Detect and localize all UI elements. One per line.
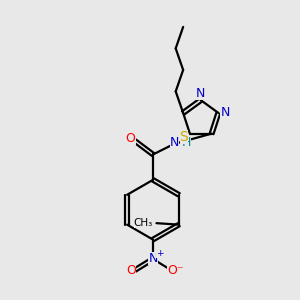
Text: CH₃: CH₃ xyxy=(134,218,153,228)
Text: N: N xyxy=(220,106,230,119)
Text: O: O xyxy=(126,132,136,145)
Text: H: H xyxy=(182,136,191,149)
Text: O⁻: O⁻ xyxy=(167,264,183,277)
Text: S: S xyxy=(179,130,188,144)
Text: N: N xyxy=(148,253,158,266)
Text: +: + xyxy=(156,249,163,258)
Text: O: O xyxy=(127,264,136,277)
Text: N: N xyxy=(196,87,206,100)
Text: N: N xyxy=(170,136,179,149)
